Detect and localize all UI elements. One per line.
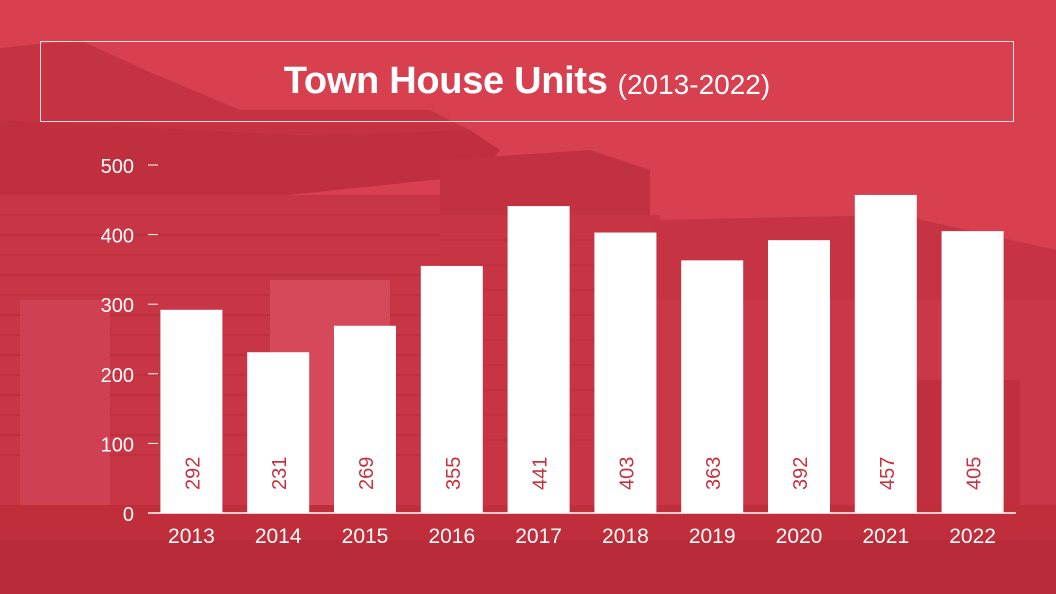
bar — [247, 352, 310, 513]
y-tick-label: 200 — [101, 365, 134, 387]
x-tick-label: 2013 — [168, 525, 215, 548]
bar — [941, 231, 1004, 513]
bar — [334, 325, 396, 513]
x-tick-label: 2017 — [515, 525, 562, 548]
bar — [854, 194, 917, 514]
data-label: 231 — [269, 457, 291, 490]
x-tick-label: 2018 — [602, 525, 649, 548]
x-tick-label: 2020 — [776, 525, 823, 548]
x-tick-label: 2014 — [255, 525, 302, 548]
data-label: 363 — [703, 457, 725, 490]
y-tick-label: 500 — [101, 156, 134, 178]
data-label: 441 — [530, 457, 552, 490]
title-box: Town House Units (2013-2022) — [40, 41, 1014, 122]
data-label: 292 — [182, 457, 204, 490]
x-tick-label: 2016 — [428, 525, 475, 548]
chart-title: Town House Units — [283, 60, 608, 102]
y-tick-label: 0 — [123, 504, 134, 526]
bar — [507, 206, 570, 513]
x-tick-label: 2019 — [689, 525, 736, 548]
bar — [594, 232, 657, 513]
data-label: 405 — [964, 457, 986, 490]
bar — [160, 309, 223, 513]
x-tick-label: 2022 — [949, 525, 996, 548]
x-tick-label: 2015 — [342, 525, 389, 548]
data-label: 392 — [790, 457, 812, 490]
x-tick-label: 2021 — [862, 525, 909, 548]
chart-subtitle: (2013-2022) — [617, 68, 771, 100]
bar — [420, 265, 483, 513]
y-tick-label: 400 — [101, 226, 134, 248]
y-tick-label: 300 — [101, 295, 134, 317]
data-label: 355 — [443, 457, 465, 490]
data-label: 269 — [356, 457, 378, 490]
data-label: 457 — [877, 457, 899, 490]
data-label: 403 — [616, 457, 638, 490]
bar — [768, 240, 830, 513]
bar — [681, 260, 744, 513]
y-tick-label: 100 — [101, 434, 134, 456]
